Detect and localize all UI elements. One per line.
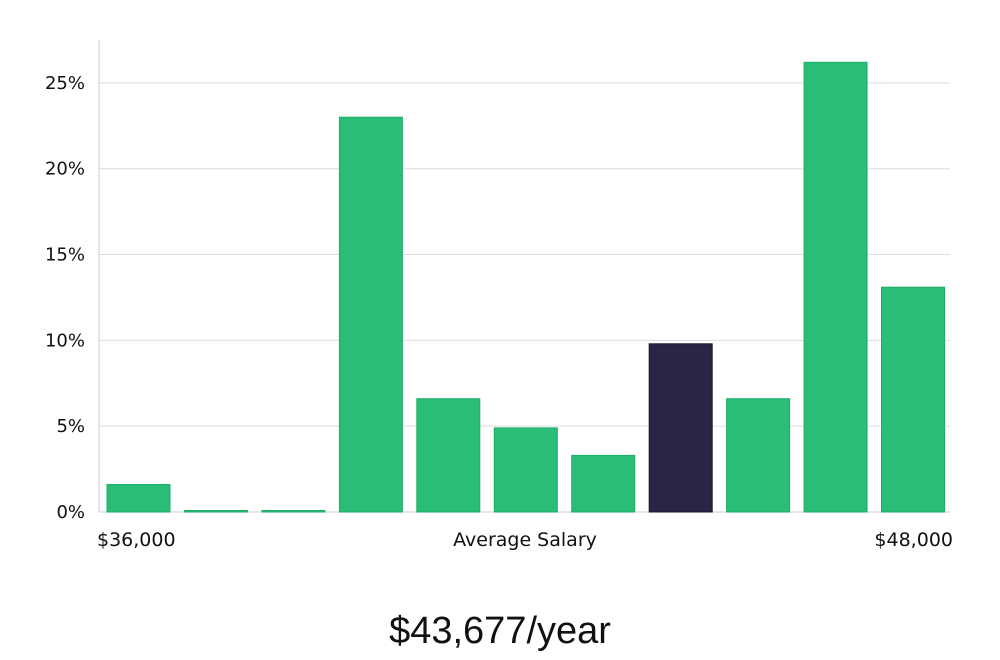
bar (881, 286, 945, 513)
y-tick-labels: 0% 5% 10% 15% 20% 25% (45, 73, 85, 523)
y-tick-label: 25% (45, 73, 85, 94)
y-tick-label: 15% (45, 245, 85, 266)
x-axis-title: Average Salary (453, 529, 597, 551)
bar (184, 510, 248, 513)
bar-highlighted (648, 343, 713, 513)
salary-histogram: 0% 5% 10% 15% 20% 25% (45, 40, 950, 523)
average-salary-value: $43,677/year (389, 610, 611, 652)
x-max-label: $48,000 (874, 529, 953, 551)
y-tick-label: 5% (56, 416, 85, 437)
bar (803, 61, 868, 513)
bar (261, 510, 326, 513)
y-tick-label: 0% (56, 502, 85, 523)
bars (106, 61, 945, 513)
y-tick-label: 10% (45, 330, 85, 351)
x-min-label: $36,000 (97, 529, 176, 551)
bar (493, 427, 558, 513)
bar (106, 484, 171, 513)
bar (726, 398, 791, 513)
bar (338, 116, 403, 513)
bar (416, 398, 481, 513)
bar (571, 454, 636, 513)
y-tick-label: 20% (45, 159, 85, 180)
